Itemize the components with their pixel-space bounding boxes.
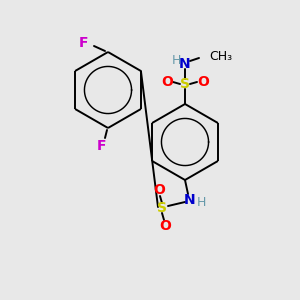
Text: F: F: [79, 36, 89, 50]
Text: N: N: [179, 57, 191, 71]
Text: O: O: [153, 183, 165, 197]
Text: S: S: [180, 77, 190, 91]
Text: CH₃: CH₃: [209, 50, 232, 62]
Text: N: N: [184, 193, 196, 207]
Text: F: F: [96, 139, 106, 153]
Text: O: O: [161, 75, 173, 89]
Text: O: O: [159, 219, 171, 233]
Text: S: S: [157, 201, 167, 215]
Text: H: H: [171, 53, 181, 67]
Text: H: H: [196, 196, 206, 209]
Text: O: O: [197, 75, 209, 89]
